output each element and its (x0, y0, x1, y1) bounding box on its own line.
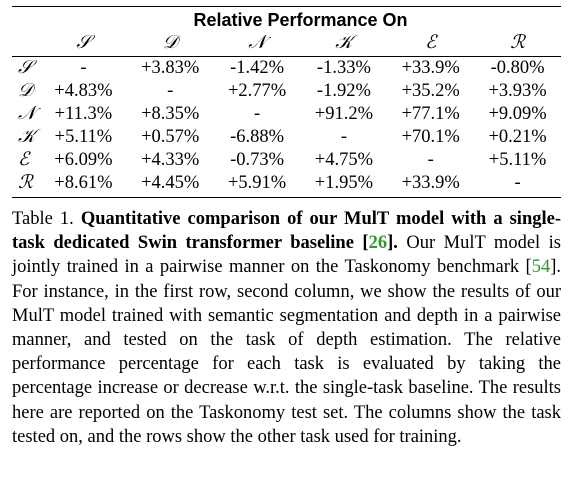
table-row: 𝒮 - +3.83% -1.42% -1.33% +33.9% -0.80% (12, 57, 561, 81)
col-header-d: 𝒟 (126, 32, 214, 57)
caption-bold-text: Quantitative comparison of our MulT mode… (12, 209, 562, 254)
table-cell: -1.92% (316, 81, 371, 101)
row-header: 𝒩 (18, 104, 36, 124)
table-row: 𝒟 +4.83% - +2.77% -1.92% +35.2% +3.93% (12, 80, 561, 103)
caption-body-text: ]. For instance, in the first row, secon… (12, 257, 561, 447)
col-header-e: ℰ (387, 32, 475, 57)
table-cell: +4.75% (314, 150, 374, 170)
table-row: ℰ +6.09% +4.33% -0.73% +4.75% - +5.11% (12, 149, 561, 172)
caption-body-text: Our MulT model is jointly trained in a p… (12, 233, 561, 278)
caption-bold-close: ]. (387, 233, 398, 254)
table-cell: +91.2% (314, 104, 374, 124)
table-group-header: Relative Performance On (40, 6, 561, 32)
table-cell: +8.61% (40, 172, 127, 198)
row-header: 𝒟 (18, 81, 33, 101)
caption-bold-title: Quantitative comparison of our MulT mode… (12, 209, 561, 253)
table-cell: - (253, 104, 261, 124)
table-cell: - (340, 127, 347, 147)
table-cell: +77.1% (401, 104, 460, 124)
table-cell: +11.3% (54, 104, 113, 124)
table-row: 𝒩 +11.3% +8.35% - +91.2% +77.1% +9.09% (12, 103, 561, 126)
table-cell: +6.09% (54, 150, 113, 170)
table-cell: +0.57% (141, 127, 200, 147)
citation-link[interactable]: 26 (368, 233, 388, 254)
table-cell: +8.35% (141, 104, 200, 124)
table-cell: - (474, 172, 561, 198)
table-cell: +70.1% (401, 127, 460, 147)
table-cell: +35.2% (401, 81, 460, 101)
table-cell: +5.91% (213, 172, 301, 198)
row-header-blank (12, 6, 40, 32)
table-cell: +5.11% (54, 127, 113, 147)
table-cell: +4.45% (126, 172, 214, 198)
table-row: 𝒦 +5.11% +0.57% -6.88% - +70.1% +0.21% (12, 126, 561, 149)
table-cell: -0.73% (230, 150, 285, 170)
col-header-r: ℛ (474, 32, 561, 57)
table-cell: - (167, 81, 174, 101)
col-header-n: 𝒩 (213, 32, 301, 57)
table-cell: -0.80% (490, 58, 545, 78)
table-cell: -1.42% (230, 58, 285, 78)
table-cell: +33.9% (387, 172, 475, 198)
table-cell: -1.33% (316, 58, 371, 78)
table-cell: +0.21% (488, 127, 547, 147)
table-cell: - (80, 58, 87, 78)
table-cell: +1.95% (300, 172, 388, 198)
col-header-k: 𝒦 (300, 32, 388, 57)
table-row: ℛ +8.61% +4.45% +5.91% +1.95% +33.9% - (12, 172, 561, 198)
table-cell: +4.83% (54, 81, 113, 101)
relative-performance-table: Relative Performance On 𝒮 𝒟 𝒩 𝒦 ℰ ℛ 𝒮 - … (12, 6, 561, 198)
table-cell: +33.9% (401, 58, 460, 78)
table-cell: +4.33% (141, 150, 200, 170)
table-cell: -6.88% (230, 127, 285, 147)
table-cell: +3.83% (141, 58, 200, 78)
table-cell: +3.93% (488, 81, 547, 101)
row-header: 𝒦 (18, 127, 36, 147)
table-cell: - (427, 150, 434, 170)
table-cell: +2.77% (227, 81, 287, 101)
col-header-s: 𝒮 (40, 32, 127, 57)
row-header: 𝒮 (18, 58, 33, 78)
row-header: ℰ (18, 150, 30, 170)
table-caption: Table 1. Quantitative comparison of our … (12, 207, 561, 449)
caption-label: Table 1. (12, 209, 74, 229)
col-header-blank (12, 32, 40, 57)
table-cell: +9.09% (488, 104, 547, 124)
citation-link[interactable]: 54 (531, 257, 551, 278)
results-table-container: Relative Performance On 𝒮 𝒟 𝒩 𝒦 ℰ ℛ 𝒮 - … (12, 6, 561, 198)
table-cell: +5.11% (488, 150, 547, 170)
row-header: ℛ (12, 172, 40, 198)
